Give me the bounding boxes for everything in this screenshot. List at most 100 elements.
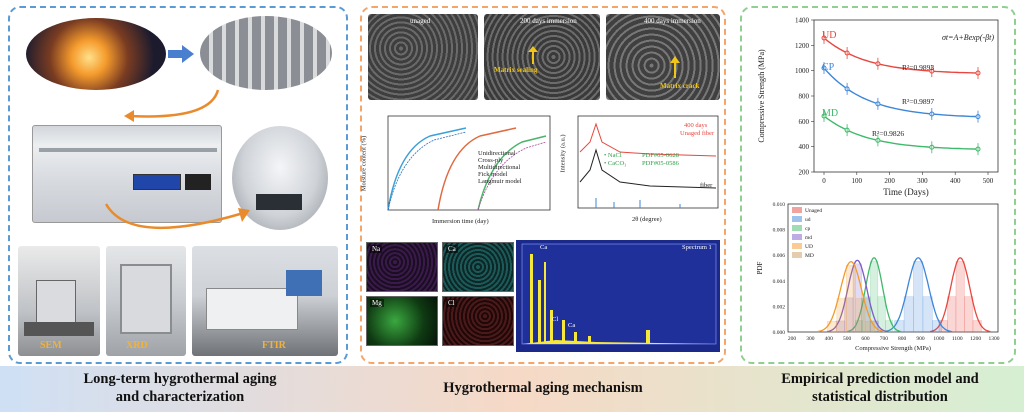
eds-map-ca: Ca (442, 242, 514, 292)
histogram-bar (947, 296, 957, 333)
sem-label: SEM (40, 340, 62, 351)
series-label: MD (822, 108, 838, 119)
legend-item: Multidirectional (478, 164, 521, 171)
compressive-strength-chart: 200 400 600 800 1000 1200 1400 0 100 200 300 400 500… (757, 17, 999, 197)
histogram-bar (870, 261, 879, 333)
x-tick-label: 100 (852, 177, 863, 185)
histogram-bar (955, 261, 965, 333)
x-tick-label: 1200 (970, 336, 981, 342)
caption-line: Empirical prediction model and (781, 371, 979, 387)
histogram-bar (972, 320, 982, 333)
series-label: CP (822, 62, 835, 73)
series-line (823, 67, 979, 118)
x-tick-label: 0 (822, 177, 826, 185)
y-tick-label: 600 (799, 118, 810, 126)
sem-tile-label: unaged (410, 17, 431, 25)
y-tick-label: 0.010 (773, 202, 786, 208)
legend-swatch (792, 243, 802, 249)
x-tick-label: 200 (884, 177, 895, 185)
eds-spectrum-chart (516, 240, 720, 352)
y-tick-label: 1000 (795, 67, 810, 75)
eds-spectrum-title: Spectrum 1 (682, 244, 712, 251)
histogram-bar (864, 320, 875, 333)
sem-tile-200-days (484, 14, 600, 100)
y-tick-label: 200 (799, 169, 810, 177)
x-axis-label: Time (Days) (883, 187, 928, 197)
xrd-code: PDF#05-0586 (642, 160, 679, 167)
histogram-bar (964, 296, 974, 333)
y-tick-label: 0.008 (773, 228, 786, 234)
legend-label: MD (805, 253, 814, 259)
sem-tile-unaged (368, 14, 478, 100)
xrd-ylabel: Intensity (a.u.) (559, 134, 567, 173)
r-squared-label: R²=0.9826 (872, 129, 904, 138)
xrd-label: XRD (126, 340, 148, 351)
curved-arrow-icon (104, 203, 250, 230)
eds-map-mg: Mg (366, 296, 438, 346)
histogram-bar (861, 297, 871, 333)
sem-tile-400-days (606, 14, 720, 100)
model-equation: σt=A+Bexp(-βt) (942, 33, 994, 42)
x-tick-label: 400 (825, 336, 834, 342)
plot-frame (787, 203, 999, 333)
y-tick-label: 0.006 (773, 253, 786, 259)
histogram-bar (827, 320, 838, 333)
histogram-bar (852, 263, 862, 333)
x-tick-label: 300 (917, 177, 928, 185)
legend-swatch (792, 225, 802, 231)
legend-item: Fick model (478, 171, 508, 178)
moisture-xlabel: Immersion time (day) (432, 218, 489, 225)
right-arrow-icon (168, 45, 194, 63)
histogram-bar (932, 320, 943, 333)
eds-map-cl: Cl (442, 296, 514, 346)
x-tick-label: 600 (861, 336, 870, 342)
sem-tile-label: 400 days immersion (644, 17, 701, 25)
x-tick-label: 400 (950, 177, 961, 185)
xrd-legend-nacl: • NaCl (604, 152, 622, 159)
moisture-ylabel: Moisture content (%) (360, 135, 368, 192)
y-tick-label: 1400 (795, 17, 810, 25)
x-tick-label: 1300 (989, 336, 1000, 342)
histogram-bar (877, 296, 886, 333)
x-tick-label: 1000 (933, 336, 944, 342)
legend-swatch (792, 216, 802, 222)
sem-annotation: Matrix sealing (494, 66, 538, 74)
laser-cutting-photo (26, 18, 166, 90)
caption-line: statistical distribution (812, 389, 948, 405)
series-line (823, 115, 979, 150)
legend-swatch (792, 252, 802, 258)
sem-annotation: Matrix crack (660, 82, 700, 90)
xrd-code: PDF#05-0628 (642, 152, 679, 159)
moisture-absorption-chart (387, 115, 551, 211)
y-axis-label: PDF (756, 261, 764, 274)
middle-section-caption: Hygrothermal aging mechanism (360, 379, 726, 397)
histogram-bar (913, 261, 924, 333)
plot-frame (813, 19, 999, 173)
eds-peak-label: Cl (552, 316, 559, 323)
eds-peak-label: Ca (540, 244, 548, 251)
density-curve (847, 257, 902, 333)
histogram-bar (855, 298, 866, 333)
caption-line: and characterization (115, 389, 245, 405)
sem-instrument-photo (18, 246, 100, 356)
histogram-bar (862, 296, 871, 333)
x-tick-label: 500 (843, 336, 852, 342)
density-curve (884, 257, 952, 333)
xrd-tag: 400 days (684, 122, 708, 129)
density-curve (817, 260, 885, 333)
histogram-bar (846, 264, 856, 333)
right-section-panel (740, 6, 1016, 364)
y-axis-label: Compressive Strength (MPa) (757, 49, 766, 143)
y-tick-label: 0.004 (773, 279, 786, 285)
density-curve (826, 259, 888, 333)
strength-distribution-chart: 0.000 0.002 0.004 0.006 0.008 0.010 200 300 400 5… (756, 202, 1000, 352)
x-axis-label: Compressive Strength (MPa) (855, 345, 931, 352)
xrd-xlabel: 2θ (degree) (632, 216, 662, 223)
ftir-label: FTIR (262, 340, 286, 351)
r-squared-label: R²=0.9893 (902, 63, 934, 72)
x-tick-label: 200 (788, 336, 797, 342)
histogram-bar (885, 320, 894, 333)
legend-label: cp (805, 226, 810, 232)
x-tick-label: 1100 (952, 336, 963, 342)
xrd-chart (577, 115, 719, 209)
